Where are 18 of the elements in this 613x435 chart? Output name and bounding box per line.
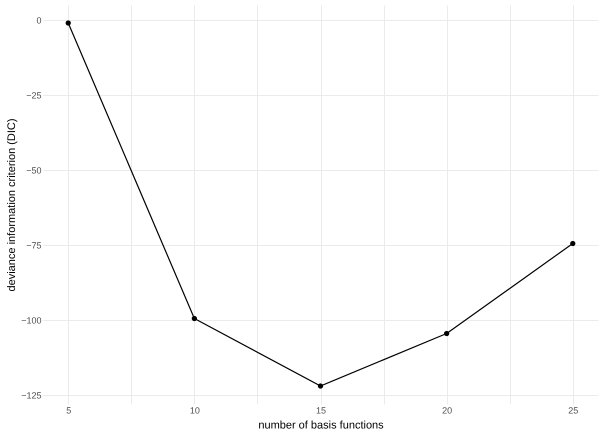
x-axis-title: number of basis functions — [258, 420, 384, 432]
point — [318, 383, 324, 389]
x-tick-label: 20 — [442, 406, 452, 416]
x-tick-label: 10 — [190, 406, 200, 416]
y-tick-label: −75 — [26, 240, 42, 250]
point — [444, 330, 450, 336]
y-tick-label: −100 — [21, 316, 42, 326]
y-tick-label: −25 — [26, 90, 42, 100]
x-tick-label: 25 — [568, 406, 578, 416]
y-tick-label: −50 — [26, 166, 42, 176]
y-axis-title: deviance information criterion (DIC) — [6, 118, 18, 292]
point — [570, 240, 576, 246]
point — [192, 316, 198, 322]
y-tick-label: 0 — [36, 16, 42, 26]
x-tick-label: 15 — [316, 406, 326, 416]
y-tick-label: −125 — [21, 390, 42, 400]
point — [66, 20, 71, 26]
x-tick-label: 5 — [66, 406, 72, 416]
